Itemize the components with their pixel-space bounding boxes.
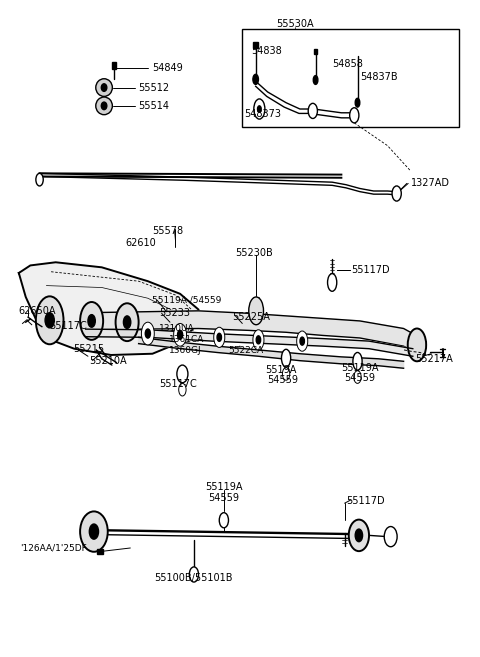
Text: 548373: 548373 bbox=[245, 109, 282, 119]
Text: 55119A: 55119A bbox=[341, 363, 379, 373]
Ellipse shape bbox=[45, 313, 54, 328]
Ellipse shape bbox=[327, 273, 337, 291]
Text: 62650A: 62650A bbox=[19, 306, 56, 316]
Ellipse shape bbox=[253, 330, 264, 350]
Text: 54858: 54858 bbox=[332, 58, 363, 68]
Ellipse shape bbox=[142, 322, 154, 345]
Ellipse shape bbox=[80, 302, 103, 340]
Text: 55225A: 55225A bbox=[233, 312, 271, 322]
Ellipse shape bbox=[282, 368, 290, 380]
Text: 55117D: 55117D bbox=[351, 265, 390, 275]
Text: 55117D: 55117D bbox=[346, 496, 384, 507]
Text: 5522CA: 5522CA bbox=[228, 346, 264, 355]
Ellipse shape bbox=[89, 524, 98, 539]
Ellipse shape bbox=[123, 316, 131, 328]
Bar bbox=[112, 62, 116, 68]
Text: 55514: 55514 bbox=[139, 101, 169, 111]
Ellipse shape bbox=[214, 327, 225, 348]
Ellipse shape bbox=[355, 99, 360, 107]
Ellipse shape bbox=[308, 103, 317, 118]
Text: 55217A: 55217A bbox=[415, 353, 453, 364]
Ellipse shape bbox=[36, 173, 43, 186]
Ellipse shape bbox=[281, 350, 291, 367]
Ellipse shape bbox=[219, 512, 228, 528]
Ellipse shape bbox=[174, 323, 187, 346]
Ellipse shape bbox=[101, 84, 107, 91]
Ellipse shape bbox=[88, 315, 96, 327]
Ellipse shape bbox=[392, 186, 401, 201]
Ellipse shape bbox=[349, 108, 359, 123]
Text: 5519A: 5519A bbox=[265, 365, 297, 375]
Ellipse shape bbox=[349, 520, 369, 551]
Ellipse shape bbox=[36, 296, 63, 344]
Ellipse shape bbox=[178, 330, 183, 340]
Text: 55230B: 55230B bbox=[235, 248, 273, 258]
Text: 54559: 54559 bbox=[208, 493, 240, 503]
Text: 55100B/55101B: 55100B/55101B bbox=[155, 573, 233, 583]
Ellipse shape bbox=[189, 567, 199, 582]
Ellipse shape bbox=[408, 328, 426, 361]
Ellipse shape bbox=[253, 74, 258, 84]
Ellipse shape bbox=[177, 365, 188, 383]
Ellipse shape bbox=[96, 97, 112, 115]
Text: 55215: 55215 bbox=[73, 344, 104, 353]
Ellipse shape bbox=[353, 352, 362, 370]
Text: 54559: 54559 bbox=[268, 374, 299, 384]
Text: 1361CA: 1361CA bbox=[168, 335, 204, 344]
Polygon shape bbox=[85, 311, 418, 353]
Text: '126AA/1'25DF: '126AA/1'25DF bbox=[20, 543, 86, 553]
Bar bbox=[97, 549, 103, 555]
Text: 55117C: 55117C bbox=[49, 321, 87, 331]
Ellipse shape bbox=[313, 76, 318, 84]
Polygon shape bbox=[139, 337, 404, 368]
Text: 55530A: 55530A bbox=[276, 19, 314, 29]
Text: 55578: 55578 bbox=[153, 226, 183, 236]
Polygon shape bbox=[19, 262, 199, 355]
Text: 55233: 55233 bbox=[159, 308, 191, 319]
Ellipse shape bbox=[384, 526, 397, 547]
Text: 1327AD: 1327AD bbox=[410, 179, 449, 189]
Text: 55512: 55512 bbox=[139, 83, 170, 93]
Text: 1360GJ: 1360GJ bbox=[168, 346, 201, 355]
Ellipse shape bbox=[101, 102, 107, 110]
Ellipse shape bbox=[249, 297, 264, 325]
Text: 54559: 54559 bbox=[345, 373, 376, 382]
Text: 55119A: 55119A bbox=[205, 482, 242, 493]
Bar bbox=[253, 42, 258, 49]
Ellipse shape bbox=[297, 331, 308, 351]
Ellipse shape bbox=[116, 304, 139, 341]
Text: 62610: 62610 bbox=[126, 238, 156, 248]
Ellipse shape bbox=[254, 99, 265, 119]
Ellipse shape bbox=[355, 529, 362, 541]
Ellipse shape bbox=[145, 329, 150, 338]
Polygon shape bbox=[85, 329, 413, 356]
Ellipse shape bbox=[354, 371, 361, 384]
Ellipse shape bbox=[80, 511, 108, 552]
Ellipse shape bbox=[96, 79, 112, 97]
Bar bbox=[242, 29, 459, 127]
Text: 55119A /54559: 55119A /54559 bbox=[153, 296, 222, 305]
Text: 54837B: 54837B bbox=[360, 72, 397, 83]
Text: 1310UA: 1310UA bbox=[159, 324, 195, 333]
Ellipse shape bbox=[256, 336, 261, 344]
Ellipse shape bbox=[179, 384, 186, 396]
Text: 54849: 54849 bbox=[153, 63, 183, 73]
Text: 55117C: 55117C bbox=[159, 379, 197, 389]
Text: 54838: 54838 bbox=[252, 46, 282, 56]
Ellipse shape bbox=[217, 333, 221, 342]
Bar bbox=[314, 49, 317, 54]
Ellipse shape bbox=[257, 106, 261, 112]
Ellipse shape bbox=[300, 337, 304, 345]
Text: 55210A: 55210A bbox=[89, 355, 127, 366]
